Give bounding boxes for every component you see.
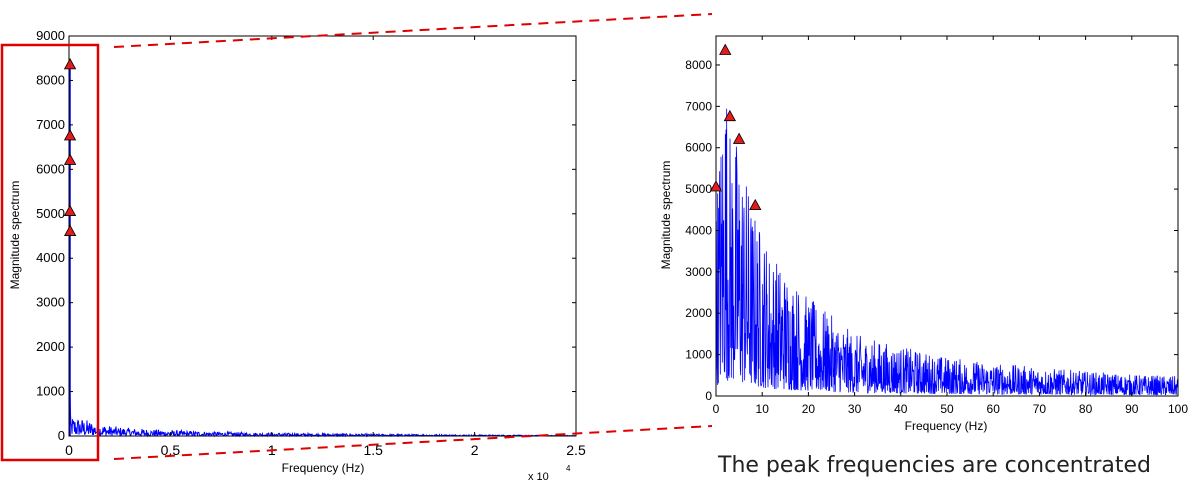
right-y-tick-label: 0	[705, 389, 712, 403]
left-y-tick-label: 0	[58, 428, 65, 443]
right-y-tick-label: 7000	[685, 99, 712, 113]
caption-text: The peak frequencies are concentrated	[718, 453, 1151, 478]
left-x-tick-label: 2.5	[566, 442, 586, 458]
right-x-tick-label: 70	[1033, 402, 1047, 416]
left-x-axis-label: Frequency (Hz)	[282, 461, 365, 475]
left-y-tick-label: 3000	[36, 295, 65, 310]
right-peak-marker	[749, 198, 762, 211]
right-y-tick-label: 3000	[685, 265, 712, 279]
left-y-tick-label: 9000	[36, 28, 65, 43]
right-x-tick-label: 20	[802, 402, 816, 416]
left-x-tick-label: 0	[65, 442, 73, 458]
right-x-tick-label: 100	[1168, 402, 1188, 416]
right-x-tick-label: 10	[756, 402, 770, 416]
left-y-axis-label: Magnitude spectrum	[8, 181, 22, 290]
right-x-tick-label: 0	[713, 402, 720, 416]
left-y-tick-label: 4000	[36, 250, 65, 265]
right-x-tick-label: 90	[1125, 402, 1139, 416]
left-x-multiplier: x 10	[528, 471, 549, 483]
left-ticks: 00.511.522.50100020003000400050006000700…	[36, 28, 586, 458]
right-ticks: 0 10 20 30 40 50 60 70 80 90 100010002000300040005…	[685, 36, 1188, 416]
right-spectrum-line	[715, 108, 1179, 396]
right-chart: 0 10 20 30 40 50 60 70 80 90 100010002000300040005…	[659, 35, 1188, 433]
left-x-tick-label: 1.5	[363, 442, 383, 458]
left-x-multiplier-exponent: 4	[566, 464, 571, 473]
left-plot-frame	[68, 35, 577, 437]
left-peak-marker	[63, 58, 77, 70]
right-y-tick-label: 8000	[685, 58, 712, 72]
zoom-region-box	[0, 43, 100, 462]
left-spectrum-path	[68, 239, 577, 438]
right-peak-marker	[719, 43, 732, 55]
left-chart: 00.511.522.50100020003000400050006000700…	[8, 28, 586, 483]
left-peak-marker	[63, 204, 77, 216]
right-peak-marker	[709, 180, 723, 192]
left-y-tick-label: 7000	[36, 117, 65, 132]
left-peak-marker	[63, 153, 77, 165]
right-peak-marker	[723, 109, 737, 122]
right-spectrum-path	[715, 108, 1179, 396]
right-y-tick-label: 5000	[685, 182, 712, 196]
left-x-tick-label: 2	[471, 442, 479, 458]
right-peak-markers	[709, 43, 762, 211]
right-y-tick-label: 6000	[685, 141, 712, 155]
right-y-tick-label: 4000	[685, 223, 712, 237]
right-y-axis-label: Magnitude spectrum	[659, 161, 673, 270]
zoom-connector-top	[113, 13, 713, 48]
left-x-tick-label: 0.5	[161, 442, 181, 458]
left-peak-marker	[63, 129, 77, 141]
left-y-tick-label: 6000	[36, 161, 65, 176]
left-y-tick-label: 2000	[36, 339, 65, 354]
right-peak-marker	[732, 132, 746, 144]
right-x-tick-label: 50	[940, 402, 954, 416]
right-y-tick-label: 1000	[685, 348, 712, 362]
right-x-tick-label: 80	[1079, 402, 1093, 416]
left-y-tick-label: 8000	[36, 72, 65, 87]
left-peak-markers	[63, 58, 77, 236]
left-spectrum-line	[68, 67, 577, 438]
right-x-tick-label: 30	[848, 402, 862, 416]
left-peak-marker	[63, 224, 77, 236]
right-x-tick-label: 40	[894, 402, 908, 416]
left-y-tick-label: 5000	[36, 206, 65, 221]
right-x-axis-label: Frequency (Hz)	[905, 419, 988, 433]
right-y-tick-label: 2000	[685, 306, 712, 320]
left-y-tick-label: 1000	[36, 384, 65, 399]
right-x-tick-label: 60	[987, 402, 1001, 416]
zoom-connector-bottom	[113, 425, 713, 460]
